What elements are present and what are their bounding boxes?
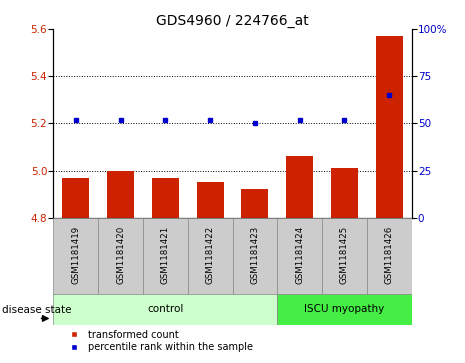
Text: GSM1181424: GSM1181424 xyxy=(295,225,304,284)
Text: GSM1181425: GSM1181425 xyxy=(340,225,349,284)
Bar xyxy=(331,168,358,218)
Bar xyxy=(277,218,322,296)
Bar xyxy=(152,178,179,218)
Bar xyxy=(53,294,277,325)
Bar xyxy=(322,218,367,296)
Text: ISCU myopathy: ISCU myopathy xyxy=(304,305,385,314)
Bar xyxy=(188,218,232,296)
Bar xyxy=(98,218,143,296)
Bar xyxy=(143,218,188,296)
Text: GSM1181426: GSM1181426 xyxy=(385,225,394,284)
Text: GSM1181420: GSM1181420 xyxy=(116,225,125,284)
Text: GSM1181423: GSM1181423 xyxy=(250,225,259,284)
Text: GSM1181421: GSM1181421 xyxy=(161,225,170,284)
Text: disease state: disease state xyxy=(2,305,72,315)
Bar xyxy=(62,178,89,218)
Legend: transformed count, percentile rank within the sample: transformed count, percentile rank withi… xyxy=(60,326,257,356)
Bar xyxy=(286,156,313,218)
Text: GSM1181422: GSM1181422 xyxy=(206,225,215,284)
Bar xyxy=(367,218,412,296)
Text: GSM1181419: GSM1181419 xyxy=(71,225,80,284)
Bar xyxy=(232,218,277,296)
Bar xyxy=(197,182,224,218)
Bar xyxy=(376,36,403,218)
Bar xyxy=(277,294,412,325)
Title: GDS4960 / 224766_at: GDS4960 / 224766_at xyxy=(156,14,309,28)
Bar xyxy=(107,171,134,218)
Bar xyxy=(53,218,98,296)
Text: control: control xyxy=(147,305,184,314)
Bar xyxy=(241,189,268,218)
